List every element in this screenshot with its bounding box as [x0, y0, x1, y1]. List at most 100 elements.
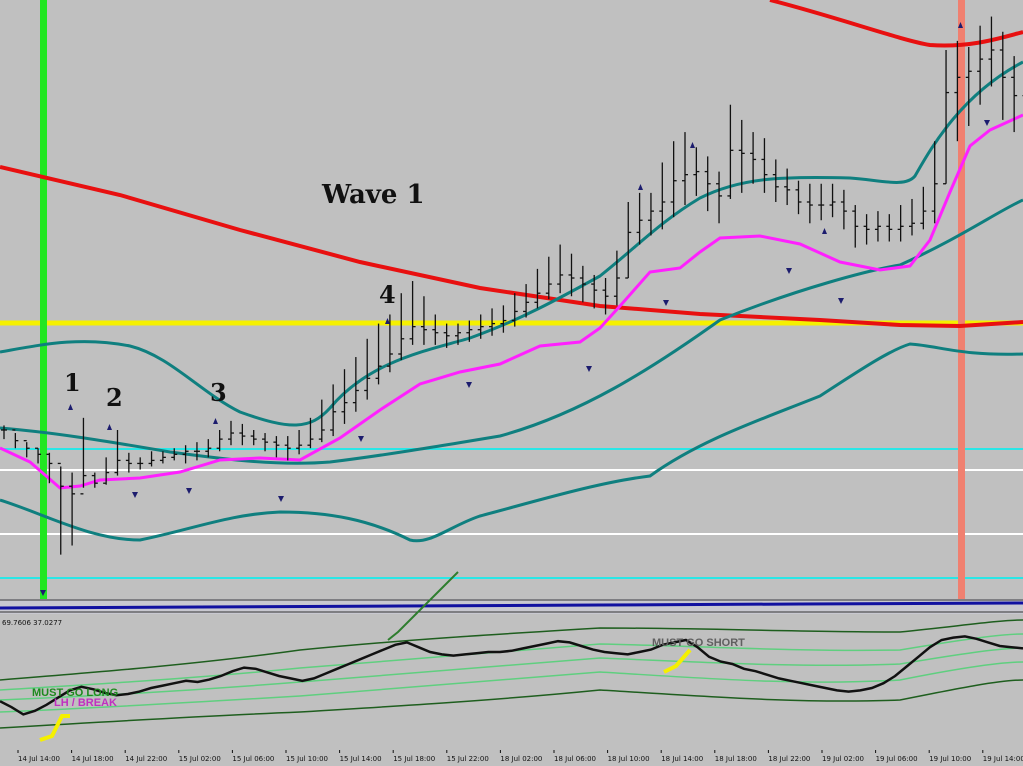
price-bar — [670, 141, 677, 218]
oscillator-long-highlight — [39, 714, 70, 742]
price-bar — [591, 274, 598, 309]
price-bar — [91, 472, 98, 488]
price-bar — [69, 472, 76, 546]
fractal-up-arrow — [385, 318, 390, 324]
fractal-up-arrow — [822, 228, 827, 234]
x-tick-label: 18 Jul 10:00 — [608, 755, 650, 763]
green-vertical-marker — [40, 0, 47, 766]
oscillator-readout: 69.7606 37.0277 — [2, 619, 62, 627]
fractal-up-arrow — [638, 184, 643, 190]
price-bar — [330, 384, 337, 437]
fractal-down-arrow — [586, 366, 592, 372]
x-tick-label: 18 Jul 18:00 — [715, 755, 757, 763]
fractal-arrows — [40, 22, 990, 596]
price-bar — [46, 452, 53, 484]
fractal-down-arrow — [984, 120, 990, 126]
price-bar — [375, 323, 382, 385]
price-bar — [682, 132, 688, 206]
fractal-up-arrow — [107, 424, 112, 430]
price-bar — [977, 25, 984, 105]
must-go-long-label: MUST GO LONG — [32, 687, 118, 699]
wave-number-1: 1 — [64, 368, 81, 397]
price-bar — [228, 420, 234, 446]
price-bar — [239, 423, 246, 446]
price-bar — [352, 357, 359, 412]
price-bar — [1, 425, 7, 440]
wave-number-4: 4 — [379, 280, 396, 309]
price-bar — [750, 132, 757, 184]
price-bar — [443, 323, 450, 348]
price-bar — [545, 256, 552, 300]
x-tick-label: 19 Jul 06:00 — [876, 755, 918, 763]
price-bar — [273, 436, 280, 458]
price-bar — [613, 250, 620, 306]
price-bar — [943, 50, 950, 185]
x-tick-label: 15 Jul 10:00 — [286, 755, 328, 763]
x-axis — [0, 750, 1023, 766]
price-bar — [557, 244, 564, 294]
middle-band — [0, 198, 1023, 465]
fractal-up-arrow — [213, 418, 218, 424]
price-bar — [500, 305, 507, 333]
price-bar — [341, 369, 348, 424]
check-mark — [387, 571, 459, 641]
price-bar — [965, 46, 972, 126]
oscillator-band-bottom — [0, 679, 1023, 729]
x-tick-label: 14 Jul 18:00 — [72, 755, 114, 763]
price-bar — [80, 417, 87, 495]
price-bar — [920, 186, 927, 230]
price-bar — [795, 180, 802, 215]
x-tick-label: 15 Jul 22:00 — [447, 755, 489, 763]
price-bar — [909, 198, 915, 236]
price-bar — [863, 214, 870, 245]
x-tick-label: 18 Jul 14:00 — [661, 755, 703, 763]
x-axis-ticks: 14 Jul 14:00 14 Jul 18:00 14 Jul 22:00 15 J… — [17, 750, 1023, 763]
oscillator-line — [0, 635, 1023, 716]
price-bar — [772, 159, 779, 202]
price-bar — [897, 205, 904, 242]
price-bar — [477, 314, 484, 339]
x-tick-label: 18 Jul 02:00 — [500, 755, 542, 763]
price-bar — [534, 268, 541, 309]
price-bar — [182, 445, 189, 464]
price-bar — [148, 451, 155, 467]
x-tick-label: 15 Jul 02:00 — [179, 755, 221, 763]
price-bar — [511, 293, 518, 327]
price-bar — [296, 430, 303, 455]
x-tick-label: 15 Jul 06:00 — [232, 755, 274, 763]
price-bar — [103, 457, 110, 485]
price-bar — [761, 138, 768, 193]
price-bar — [284, 436, 291, 461]
price-bar — [716, 171, 723, 224]
price-bar — [806, 183, 813, 224]
price-bar — [738, 119, 745, 193]
fractal-down-arrow — [186, 488, 192, 494]
sub-indicator-line — [0, 601, 1023, 610]
price-bars — [1, 16, 1023, 555]
price-bar — [886, 214, 893, 242]
oscillator-band-upper — [0, 633, 1023, 691]
price-bar — [466, 320, 473, 342]
price-bar — [125, 452, 132, 473]
price-bar — [829, 183, 836, 218]
price-bar — [307, 417, 314, 449]
price-bar — [988, 16, 995, 87]
lower-band — [0, 342, 1023, 543]
fractal-down-arrow — [466, 382, 472, 388]
price-bar — [931, 141, 938, 224]
fractal-up-arrow — [68, 404, 73, 410]
fast-moving-average — [0, 113, 1023, 490]
price-bar — [137, 457, 144, 470]
price-bar — [250, 430, 257, 446]
price-bar — [636, 192, 643, 245]
fractal-down-arrow — [663, 300, 669, 306]
fractal-up-arrow — [958, 22, 963, 28]
price-bar — [568, 253, 575, 297]
price-bar — [852, 205, 859, 248]
price-bar — [455, 323, 461, 345]
x-tick-label: 18 Jul 06:00 — [554, 755, 596, 763]
price-bar — [12, 429, 19, 449]
price-bar — [489, 308, 496, 336]
upper-band — [0, 60, 1023, 427]
